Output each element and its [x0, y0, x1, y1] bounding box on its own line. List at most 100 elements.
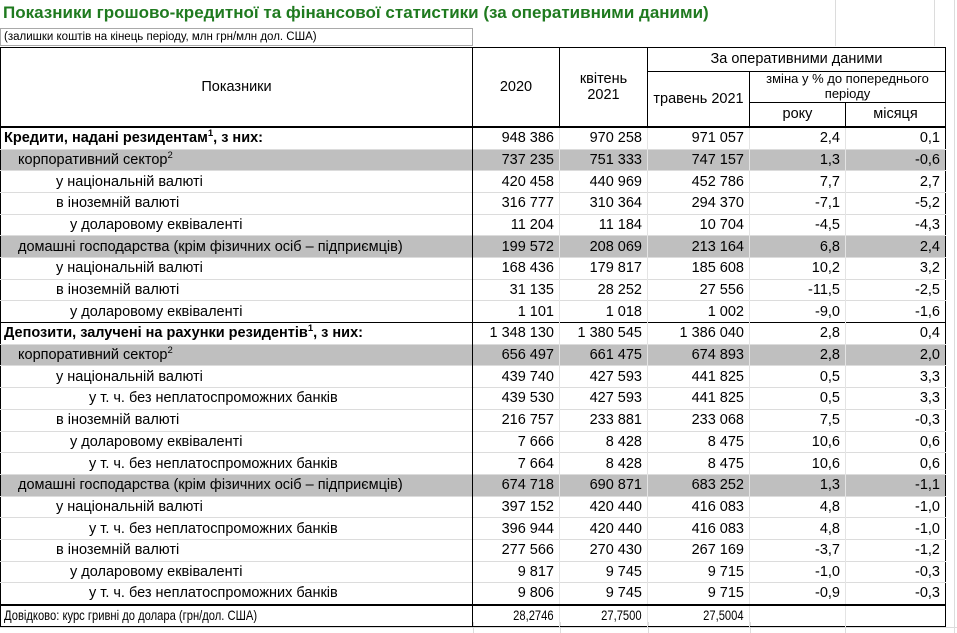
section-row: Кредити, надані резидентам1, з них: 948 3… — [0, 126, 946, 150]
value-cell: 948 386 — [472, 126, 560, 150]
value-cell: 28,2746 — [472, 603, 560, 627]
row-label: корпоративний сектор2 — [0, 148, 473, 171]
value-cell: -0,9 — [749, 582, 846, 605]
value-cell: 8 428 — [559, 452, 648, 475]
value-cell: 1 386 040 — [647, 322, 750, 345]
value-cell: 683 252 — [647, 473, 750, 497]
table-row: у доларовому еквіваленті 11 204 11 184 10 7… — [0, 213, 946, 236]
header-change-pct: зміна у % до попереднього періоду — [749, 71, 946, 103]
value-cell: -4,3 — [845, 213, 946, 236]
value-cell: -3,7 — [749, 538, 846, 562]
value-cell: 3,3 — [845, 387, 946, 410]
gridline — [560, 622, 561, 633]
value-cell: 2,7 — [845, 170, 946, 193]
value-cell: 27,5004 — [647, 603, 750, 627]
table-row: у доларовому еквіваленті 7 666 8 428 8 475 1… — [0, 430, 946, 453]
value-cell: 10,6 — [749, 452, 846, 475]
row-label: у т. ч. без неплатоспроможних банків — [0, 582, 473, 605]
value-cell: -1,0 — [845, 517, 946, 540]
row-label: Кредити, надані резидентам1, з них: — [0, 126, 473, 150]
row-label: в іноземній валюті — [0, 278, 473, 301]
table-body: Кредити, надані резидентам1, з них: 948 3… — [0, 126, 946, 627]
value-cell: 1 101 — [472, 300, 560, 323]
value-cell: 277 566 — [472, 538, 560, 562]
row-label: у національній валюті — [0, 257, 473, 280]
value-cell: 27,7500 — [559, 603, 648, 627]
gridline — [648, 622, 649, 633]
row-label: у національній валюті — [0, 170, 473, 193]
table-row: корпоративний сектор2 656 497 661 475 674 8… — [0, 343, 946, 366]
gridline — [845, 622, 846, 633]
value-cell: 1 348 130 — [472, 322, 560, 345]
table-row: у національній валюті 439 740 427 593 441 8… — [0, 365, 946, 388]
value-cell: 7 664 — [472, 452, 560, 475]
value-cell: -4,5 — [749, 213, 846, 236]
value-cell: 427 593 — [559, 365, 648, 388]
value-cell: 199 572 — [472, 235, 560, 258]
gridline — [473, 622, 474, 633]
row-label: у т. ч. без неплатоспроможних банків — [0, 387, 473, 410]
value-cell: -0,3 — [845, 408, 946, 431]
value-cell: 213 164 — [647, 235, 750, 258]
value-cell: 440 969 — [559, 170, 648, 193]
table-row: у т. ч. без неплатоспроможних банків 439 … — [0, 387, 946, 410]
gridline — [0, 627, 957, 628]
value-cell: 7 666 — [472, 430, 560, 453]
table-row: у національній валюті 168 436 179 817 185 6… — [0, 257, 946, 280]
table-row: в іноземній валюті 277 566 270 430 267 169-… — [0, 538, 946, 562]
row-label: у т. ч. без неплатоспроможних банків — [0, 517, 473, 540]
value-cell: 397 152 — [472, 495, 560, 518]
value-cell: 3,3 — [845, 365, 946, 388]
value-cell: 396 944 — [472, 517, 560, 540]
value-cell: 1 002 — [647, 300, 750, 323]
value-cell: 0,4 — [845, 322, 946, 345]
value-cell: 294 370 — [647, 191, 750, 215]
value-cell: -7,1 — [749, 191, 846, 215]
value-cell: 737 235 — [472, 148, 560, 171]
page-title: Показники грошово-кредитної та фінансово… — [3, 3, 709, 22]
value-cell: -1,6 — [845, 300, 946, 323]
value-cell: 179 817 — [559, 257, 648, 280]
value-cell: 10,2 — [749, 257, 846, 280]
value-cell: 2,4 — [749, 126, 846, 150]
value-cell: 747 157 — [647, 148, 750, 171]
value-cell: 427 593 — [559, 387, 648, 410]
value-cell: 3,2 — [845, 257, 946, 280]
row-label: у доларовому еквіваленті — [0, 560, 473, 583]
value-cell: 168 436 — [472, 257, 560, 280]
value-cell: 8 475 — [647, 430, 750, 453]
table-row: у національній валюті 397 152 420 440 416 0… — [0, 495, 946, 518]
table-row: домашні господарства (крім фізичних осіб… — [0, 473, 946, 497]
value-cell: -9,0 — [749, 300, 846, 323]
table-row: у доларовому еквіваленті 1 101 1 018 1 002-… — [0, 300, 946, 323]
value-cell: 1 018 — [559, 300, 648, 323]
value-cell: 8 428 — [559, 430, 648, 453]
value-cell: -0,6 — [845, 148, 946, 171]
row-label: у національній валюті — [0, 495, 473, 518]
value-cell: 7,7 — [749, 170, 846, 193]
value-cell: 656 497 — [472, 343, 560, 366]
value-cell: 11 204 — [472, 213, 560, 236]
row-label: у доларовому еквіваленті — [0, 300, 473, 323]
row-label: корпоративний сектор2 — [0, 343, 473, 366]
value-cell: -1,0 — [749, 560, 846, 583]
reference-row: Довідково: курс гривні до долара (грн/до… — [0, 603, 946, 627]
value-cell: 270 430 — [559, 538, 648, 562]
value-cell: 10,6 — [749, 430, 846, 453]
table-row: в іноземній валюті 216 757 233 881 233 068 7… — [0, 408, 946, 431]
header-april-2021: квітень 2021 — [559, 47, 648, 128]
value-cell — [749, 603, 846, 627]
row-label: Депозити, залучені на рахунки резидентів… — [0, 322, 473, 345]
header-year: року — [749, 101, 846, 128]
value-cell: 0,5 — [749, 387, 846, 410]
value-cell: 441 825 — [647, 365, 750, 388]
statistics-table: Показники 2020 квітень 2021 За оперативн… — [0, 47, 946, 627]
table-row: у т. ч. без неплатоспроможних банків 9 80… — [0, 582, 946, 605]
value-cell: 216 757 — [472, 408, 560, 431]
value-cell: 970 258 — [559, 126, 648, 150]
value-cell: 9 806 — [472, 582, 560, 605]
value-cell: 27 556 — [647, 278, 750, 301]
value-cell: 7,5 — [749, 408, 846, 431]
value-cell: 452 786 — [647, 170, 750, 193]
